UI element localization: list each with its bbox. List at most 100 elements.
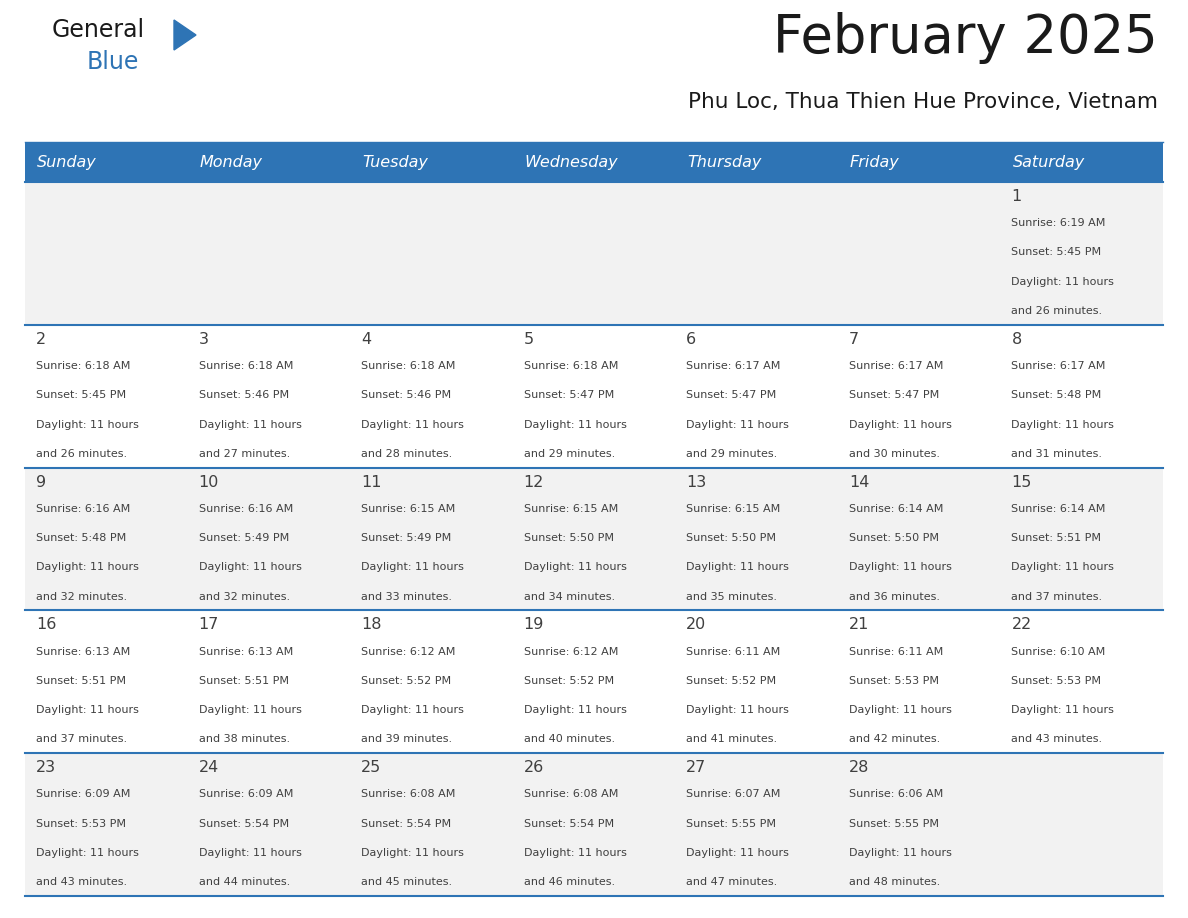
Text: 3: 3 bbox=[198, 331, 209, 347]
Text: Sunrise: 6:07 AM: Sunrise: 6:07 AM bbox=[687, 789, 781, 800]
Text: Saturday: Saturday bbox=[1012, 154, 1085, 170]
Text: Sunrise: 6:13 AM: Sunrise: 6:13 AM bbox=[36, 646, 131, 656]
Text: Daylight: 11 hours: Daylight: 11 hours bbox=[198, 420, 302, 430]
Text: Daylight: 11 hours: Daylight: 11 hours bbox=[849, 848, 952, 858]
Text: 12: 12 bbox=[524, 475, 544, 489]
Text: Friday: Friday bbox=[849, 154, 899, 170]
Text: 2: 2 bbox=[36, 331, 46, 347]
Text: Daylight: 11 hours: Daylight: 11 hours bbox=[524, 420, 626, 430]
Text: 11: 11 bbox=[361, 475, 381, 489]
Text: Daylight: 11 hours: Daylight: 11 hours bbox=[524, 848, 626, 858]
Bar bbox=[188, 142, 350, 182]
Bar bbox=[675, 610, 838, 753]
Text: February 2025: February 2025 bbox=[773, 12, 1158, 64]
Text: 7: 7 bbox=[849, 331, 859, 347]
Text: Sunset: 5:51 PM: Sunset: 5:51 PM bbox=[198, 676, 289, 686]
Bar bbox=[188, 467, 350, 610]
Bar bbox=[675, 325, 838, 467]
Text: Sunrise: 6:11 AM: Sunrise: 6:11 AM bbox=[849, 646, 943, 656]
Text: and 33 minutes.: and 33 minutes. bbox=[361, 591, 453, 601]
Bar bbox=[675, 467, 838, 610]
Bar bbox=[188, 325, 350, 467]
Text: Sunset: 5:53 PM: Sunset: 5:53 PM bbox=[849, 676, 939, 686]
Text: and 34 minutes.: and 34 minutes. bbox=[524, 591, 615, 601]
Text: and 28 minutes.: and 28 minutes. bbox=[361, 449, 453, 459]
Bar bbox=[513, 467, 675, 610]
Text: Sunrise: 6:16 AM: Sunrise: 6:16 AM bbox=[198, 504, 292, 514]
Bar bbox=[188, 610, 350, 753]
Text: Sunrise: 6:18 AM: Sunrise: 6:18 AM bbox=[198, 361, 293, 371]
Text: Daylight: 11 hours: Daylight: 11 hours bbox=[36, 705, 139, 715]
Text: and 45 minutes.: and 45 minutes. bbox=[361, 878, 453, 887]
Text: Daylight: 11 hours: Daylight: 11 hours bbox=[1011, 563, 1114, 572]
Bar bbox=[350, 325, 513, 467]
Text: Sunset: 5:50 PM: Sunset: 5:50 PM bbox=[849, 533, 939, 543]
Text: Daylight: 11 hours: Daylight: 11 hours bbox=[1011, 276, 1114, 286]
Bar bbox=[25, 753, 188, 896]
Text: Sunrise: 6:14 AM: Sunrise: 6:14 AM bbox=[849, 504, 943, 514]
Bar bbox=[350, 142, 513, 182]
Text: 28: 28 bbox=[849, 760, 870, 775]
Bar bbox=[188, 753, 350, 896]
Text: Wednesday: Wednesday bbox=[525, 154, 618, 170]
Bar bbox=[675, 182, 838, 325]
Bar bbox=[675, 753, 838, 896]
Text: Daylight: 11 hours: Daylight: 11 hours bbox=[687, 420, 789, 430]
Text: and 43 minutes.: and 43 minutes. bbox=[1011, 734, 1102, 744]
Text: Daylight: 11 hours: Daylight: 11 hours bbox=[849, 563, 952, 572]
Bar bbox=[513, 610, 675, 753]
Text: 10: 10 bbox=[198, 475, 219, 489]
Text: Daylight: 11 hours: Daylight: 11 hours bbox=[687, 848, 789, 858]
Bar bbox=[1000, 753, 1163, 896]
Text: Sunday: Sunday bbox=[37, 154, 96, 170]
Text: Sunrise: 6:17 AM: Sunrise: 6:17 AM bbox=[849, 361, 943, 371]
Text: and 47 minutes.: and 47 minutes. bbox=[687, 878, 777, 887]
Text: 15: 15 bbox=[1011, 475, 1032, 489]
Text: and 30 minutes.: and 30 minutes. bbox=[849, 449, 940, 459]
Text: Sunset: 5:47 PM: Sunset: 5:47 PM bbox=[849, 390, 939, 400]
Text: and 44 minutes.: and 44 minutes. bbox=[198, 878, 290, 887]
Text: Sunset: 5:47 PM: Sunset: 5:47 PM bbox=[524, 390, 614, 400]
Text: Sunset: 5:46 PM: Sunset: 5:46 PM bbox=[198, 390, 289, 400]
Text: Sunset: 5:53 PM: Sunset: 5:53 PM bbox=[1011, 676, 1101, 686]
Text: Sunrise: 6:13 AM: Sunrise: 6:13 AM bbox=[198, 646, 292, 656]
Text: 16: 16 bbox=[36, 618, 56, 633]
Text: Sunrise: 6:08 AM: Sunrise: 6:08 AM bbox=[524, 789, 618, 800]
Text: General: General bbox=[52, 18, 145, 42]
Text: and 29 minutes.: and 29 minutes. bbox=[524, 449, 615, 459]
Text: and 37 minutes.: and 37 minutes. bbox=[1011, 591, 1102, 601]
Text: Daylight: 11 hours: Daylight: 11 hours bbox=[361, 563, 465, 572]
Text: Daylight: 11 hours: Daylight: 11 hours bbox=[36, 848, 139, 858]
Text: and 38 minutes.: and 38 minutes. bbox=[198, 734, 290, 744]
Text: Sunrise: 6:19 AM: Sunrise: 6:19 AM bbox=[1011, 218, 1106, 229]
Text: Sunset: 5:54 PM: Sunset: 5:54 PM bbox=[361, 819, 451, 829]
Text: Sunset: 5:55 PM: Sunset: 5:55 PM bbox=[687, 819, 776, 829]
Bar bbox=[838, 467, 1000, 610]
Text: Daylight: 11 hours: Daylight: 11 hours bbox=[687, 563, 789, 572]
Text: Thursday: Thursday bbox=[688, 154, 762, 170]
Bar bbox=[25, 325, 188, 467]
Text: 4: 4 bbox=[361, 331, 372, 347]
Text: Sunset: 5:49 PM: Sunset: 5:49 PM bbox=[198, 533, 289, 543]
Bar bbox=[350, 182, 513, 325]
Text: 20: 20 bbox=[687, 618, 707, 633]
Bar bbox=[838, 753, 1000, 896]
Text: Daylight: 11 hours: Daylight: 11 hours bbox=[361, 848, 465, 858]
Text: and 27 minutes.: and 27 minutes. bbox=[198, 449, 290, 459]
Text: Sunset: 5:51 PM: Sunset: 5:51 PM bbox=[36, 676, 126, 686]
Text: and 39 minutes.: and 39 minutes. bbox=[361, 734, 453, 744]
Text: Sunset: 5:55 PM: Sunset: 5:55 PM bbox=[849, 819, 939, 829]
Text: Daylight: 11 hours: Daylight: 11 hours bbox=[524, 705, 626, 715]
Text: Sunrise: 6:18 AM: Sunrise: 6:18 AM bbox=[361, 361, 455, 371]
Text: Daylight: 11 hours: Daylight: 11 hours bbox=[1011, 705, 1114, 715]
Text: Sunset: 5:54 PM: Sunset: 5:54 PM bbox=[198, 819, 289, 829]
Text: 1: 1 bbox=[1011, 189, 1022, 204]
Text: and 26 minutes.: and 26 minutes. bbox=[1011, 306, 1102, 316]
Text: 23: 23 bbox=[36, 760, 56, 775]
Text: 27: 27 bbox=[687, 760, 707, 775]
Text: and 48 minutes.: and 48 minutes. bbox=[849, 878, 940, 887]
Text: 24: 24 bbox=[198, 760, 219, 775]
Text: Daylight: 11 hours: Daylight: 11 hours bbox=[524, 563, 626, 572]
Bar bbox=[1000, 467, 1163, 610]
Text: Sunrise: 6:09 AM: Sunrise: 6:09 AM bbox=[198, 789, 293, 800]
